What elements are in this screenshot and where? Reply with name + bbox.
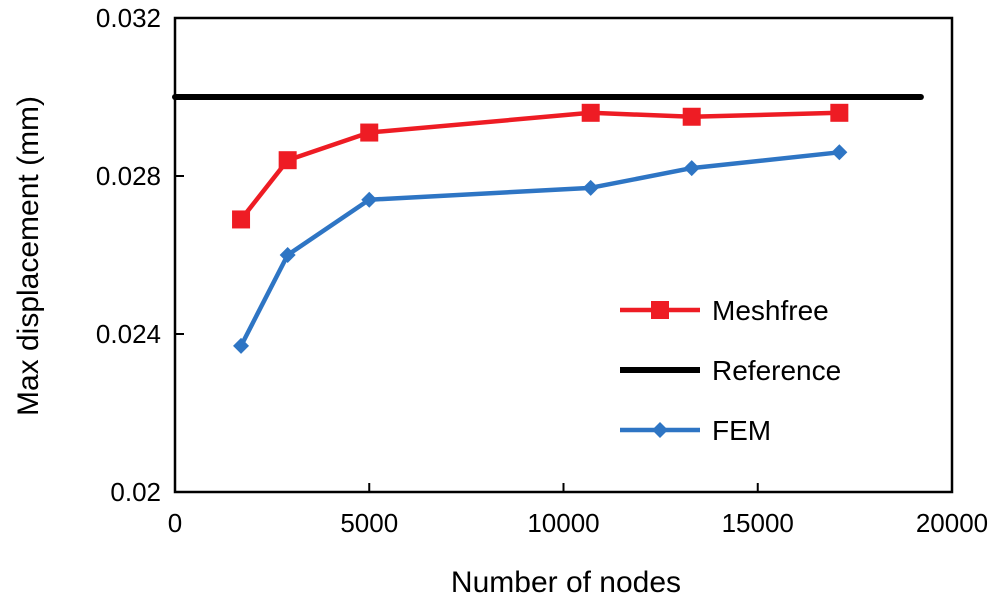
fem-point <box>582 179 599 196</box>
meshfree-line <box>238 110 842 222</box>
legend-item-meshfree: Meshfree <box>620 295 829 326</box>
meshfree-point <box>581 103 600 122</box>
meshfree-point <box>830 103 849 122</box>
legend-marker-meshfree <box>651 301 669 319</box>
meshfree-point <box>682 107 701 126</box>
y-tick-label: 0.032 <box>96 3 161 33</box>
legend-label-fem: FEM <box>712 415 771 446</box>
legend: Meshfree Reference FEM <box>620 295 841 446</box>
meshfree-point <box>278 151 297 170</box>
y-axis-title: Max displacement (mm) <box>12 96 45 416</box>
meshfree-point <box>360 123 379 142</box>
y-tick-label: 0.028 <box>96 161 161 191</box>
x-tick-label: 20000 <box>916 508 988 538</box>
x-tick-label: 0 <box>168 508 182 538</box>
x-tick-label: 5000 <box>340 508 398 538</box>
legend-label-reference: Reference <box>712 355 841 386</box>
legend-item-reference: Reference <box>620 355 841 386</box>
y-tick-label: 0.024 <box>96 319 161 349</box>
x-axis-title: Number of nodes <box>451 566 681 599</box>
legend-item-fem: FEM <box>620 415 771 446</box>
series-meshfree <box>232 103 849 229</box>
fem-point <box>831 144 848 161</box>
fem-point <box>279 247 296 263</box>
meshfree-point <box>232 210 251 229</box>
series-layer <box>172 94 924 354</box>
fem-point <box>233 337 250 354</box>
axes: 0 5000 10000 15000 20000 0.02 0.024 0.028 0.032 <box>96 3 988 538</box>
series-fem <box>233 144 848 354</box>
fem-line <box>238 150 842 349</box>
legend-marker-fem <box>652 422 668 438</box>
fem-point <box>361 191 378 208</box>
x-tick-label: 15000 <box>722 508 794 538</box>
y-tick-label: 0.02 <box>110 477 161 507</box>
x-tick-label: 10000 <box>527 508 599 538</box>
legend-label-meshfree: Meshfree <box>712 295 829 326</box>
fem-point <box>683 160 700 177</box>
